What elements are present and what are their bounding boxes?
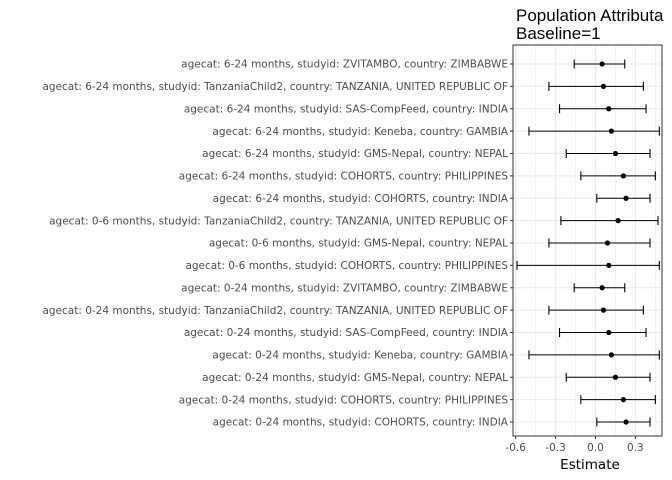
estimate-row: [580, 395, 656, 405]
estimate-row: [548, 305, 644, 315]
estimate-point: [606, 106, 612, 112]
estimate-point: [599, 61, 605, 67]
x-tick-label: 0.3: [627, 442, 644, 454]
y-tick-label: agecat: 6-24 months, studyid: COHORTS, c…: [213, 193, 509, 205]
y-tick-label: agecat: 6-24 months, studyid: TanzaniaCh…: [42, 81, 508, 93]
chart-subtitle: Baseline=1: [516, 24, 601, 43]
estimate-point: [606, 329, 612, 336]
x-tick-label: -0.6: [505, 442, 526, 454]
estimate-point: [604, 240, 611, 246]
estimate-row: [528, 350, 660, 360]
estimate-point: [623, 419, 629, 425]
y-tick-label: agecat: 0-24 months, studyid: ZVITAMBO, …: [181, 282, 508, 294]
estimate-row: [548, 81, 644, 91]
y-tick-label: agecat: 6-24 months, studyid: Keneba, co…: [212, 126, 508, 138]
estimate-row: [565, 372, 651, 382]
y-tick-label: agecat: 6-24 months, studyid: GMS-Nepal,…: [202, 148, 508, 160]
estimate-point: [608, 352, 615, 358]
y-tick-label: agecat: 0-24 months, studyid: TanzaniaCh…: [42, 305, 508, 317]
estimate-point: [615, 218, 621, 224]
estimate-row: [516, 260, 660, 270]
estimate-row: [596, 193, 651, 203]
x-tick-label: -0.3: [545, 442, 566, 454]
y-tick-label: agecat: 0-24 months, studyid: COHORTS, c…: [179, 394, 509, 406]
estimate-point: [600, 307, 607, 313]
estimate-point: [608, 128, 615, 134]
estimate-row: [573, 283, 626, 293]
x-axis-title: Estimate: [560, 457, 620, 473]
y-tick-label: agecat: 6-24 months, studyid: ZVITAMBO, …: [181, 59, 508, 71]
estimate-row: [560, 216, 659, 226]
y-tick-label: agecat: 0-6 months, studyid: COHORTS, co…: [185, 260, 508, 272]
y-tick-label: agecat: 0-6 months, studyid: TanzaniaChi…: [49, 215, 508, 227]
estimate-row: [559, 328, 647, 337]
estimate-row: [548, 238, 651, 248]
estimate-point: [623, 195, 629, 201]
y-tick-label: agecat: 0-24 months, studyid: GMS-Nepal,…: [202, 372, 508, 384]
estimate-row: [559, 104, 647, 114]
y-tick-label: agecat: 6-24 months, studyid: SAS-CompFe…: [184, 103, 509, 115]
plot-panel: [513, 45, 662, 436]
estimate-row: [580, 171, 656, 181]
estimate-point: [600, 83, 607, 89]
estimate-row: [596, 417, 651, 427]
estimate-point: [612, 374, 619, 380]
y-tick-label: agecat: 0-24 months, studyid: SAS-CompFe…: [184, 327, 509, 339]
panel-border-rect: [512, 44, 663, 437]
panel-border: [512, 44, 663, 437]
estimate-row: [565, 149, 651, 158]
estimate-point: [612, 150, 619, 157]
estimate-row: [573, 59, 626, 69]
panel-background: [513, 45, 662, 436]
x-axis: -0.6 -0.3 0.0 0.3: [505, 436, 644, 454]
y-tick-label: agecat: 0-6 months, studyid: GMS-Nepal, …: [209, 238, 508, 250]
estimate-point: [599, 285, 605, 291]
y-tick-label: agecat: 0-24 months, studyid: Keneba, co…: [212, 350, 508, 362]
y-tick-label: agecat: 0-24 months, studyid: COHORTS, c…: [213, 417, 509, 429]
estimate-row: [528, 126, 660, 136]
y-axis: agecat: 6-24 months, studyid: ZVITAMBO, …: [42, 59, 513, 429]
estimate-point: [606, 262, 612, 268]
estimate-point: [620, 173, 627, 179]
chart-title: Population Attributa: [516, 6, 664, 25]
y-tick-label: agecat: 6-24 months, studyid: COHORTS, c…: [179, 171, 509, 183]
estimate-marks: [516, 59, 660, 427]
estimate-point: [620, 397, 627, 403]
x-tick-label: 0.0: [587, 442, 604, 454]
